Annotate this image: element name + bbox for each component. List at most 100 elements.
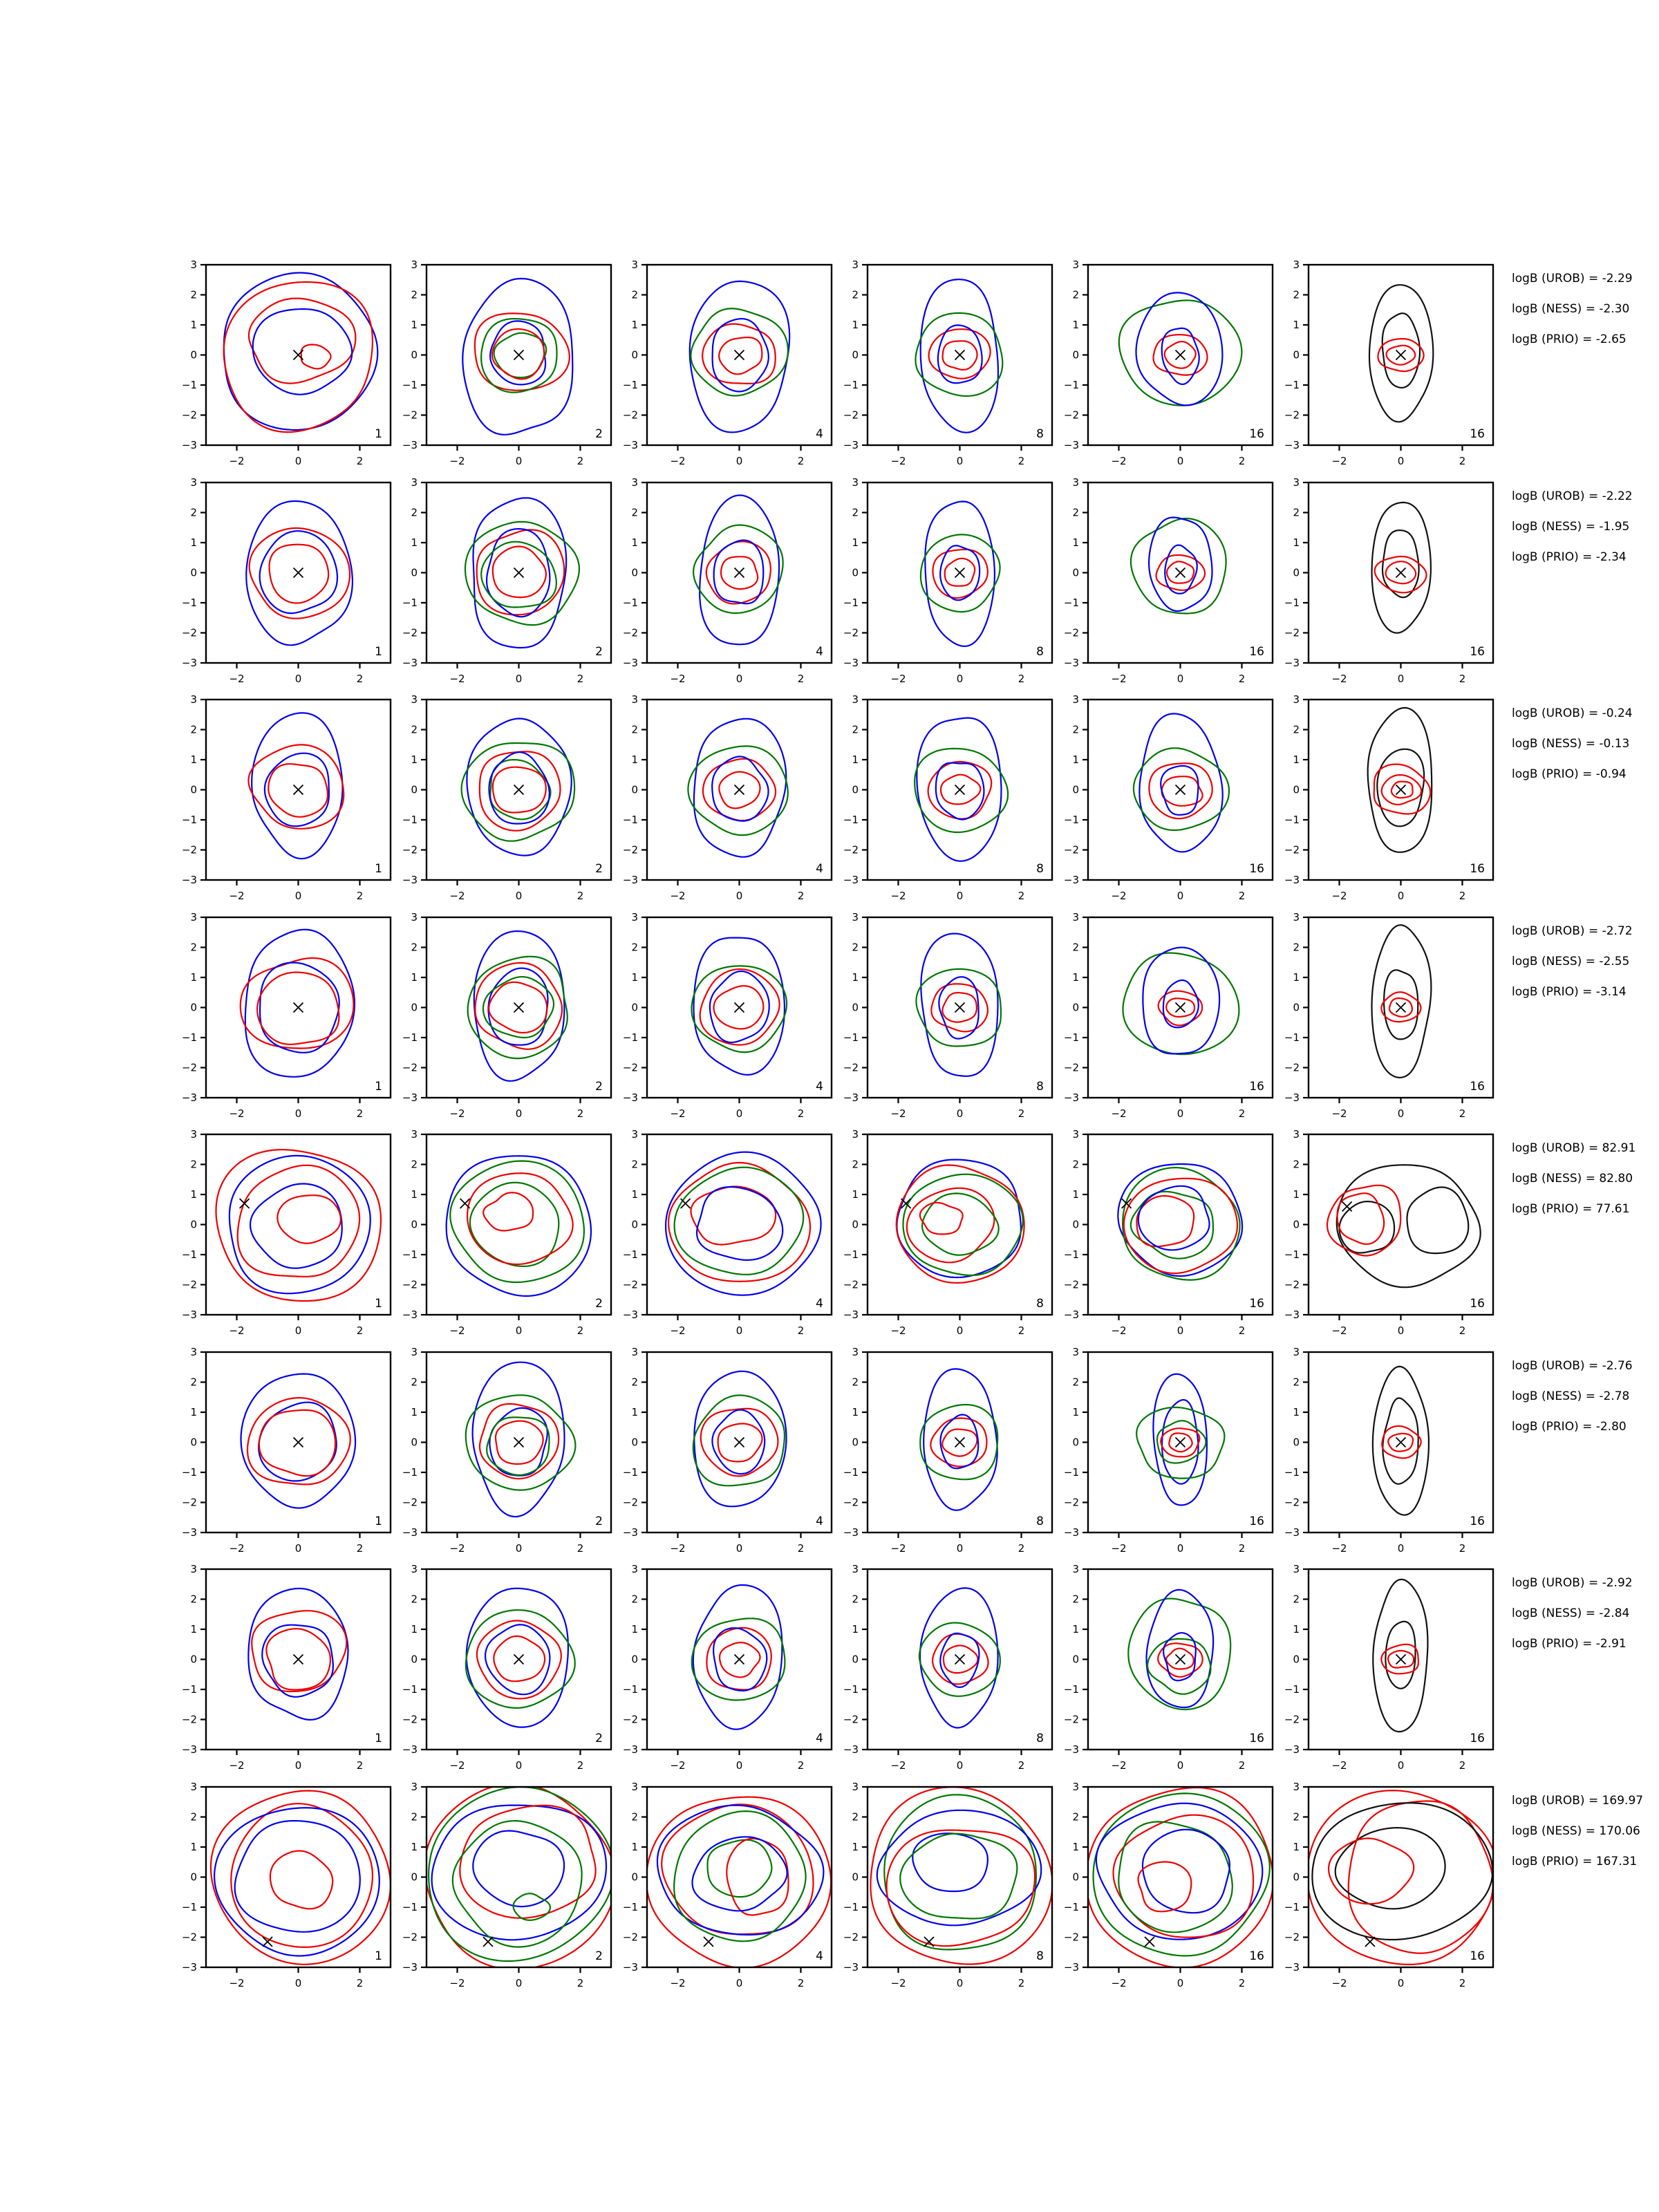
y-tick-label: 3 — [190, 693, 197, 706]
contour-red — [1374, 555, 1427, 594]
contour-red — [474, 312, 570, 391]
y-tick-label: −3 — [182, 874, 197, 886]
y-tick-label: 0 — [852, 1436, 859, 1449]
y-tick-label: 2 — [1293, 507, 1300, 519]
x-tick-label: 0 — [1398, 1107, 1405, 1120]
subplot-corner-label: 16 — [1249, 1080, 1264, 1094]
contour-green — [690, 308, 789, 397]
axes-spine — [1087, 1133, 1274, 1316]
contour-group — [691, 1584, 786, 1730]
contour-black — [1371, 924, 1432, 1078]
y-tick-label: 2 — [1072, 941, 1079, 954]
contour-blue — [1145, 1588, 1215, 1709]
y-tick-label: 3 — [1072, 1781, 1079, 1793]
y-tick-label: −3 — [182, 1309, 197, 1321]
x-tick-label: 2 — [357, 673, 364, 685]
y-tick-label: 3 — [411, 1346, 418, 1358]
contour-red — [870, 1787, 1052, 1965]
y-tick-label: 0 — [190, 784, 197, 796]
y-tick-label: 1 — [411, 1188, 418, 1201]
y-tick-label: 0 — [631, 1871, 638, 1884]
contour-group — [1326, 1164, 1481, 1288]
y-tick-label: 1 — [1293, 536, 1300, 549]
y-tick-label: 3 — [631, 259, 638, 271]
x-tick-label: 0 — [736, 890, 743, 902]
contour-green — [915, 968, 1002, 1047]
y-tick-label: 0 — [1293, 1219, 1300, 1231]
y-tick-label: 1 — [411, 971, 418, 984]
x-tick-label: 2 — [798, 1977, 805, 1989]
y-tick-label: −2 — [1064, 1062, 1079, 1074]
x-tick-label: −2 — [229, 673, 244, 685]
contour-group — [465, 1361, 577, 1518]
x-tick-label: 0 — [1177, 1977, 1184, 1989]
x-tick-label: −2 — [229, 1977, 244, 1989]
subplot-corner-label: 4 — [816, 1080, 823, 1094]
y-tick-label: 2 — [1293, 1811, 1300, 1824]
logb-urob: logB (UROB) = -2.29 — [1512, 272, 1633, 285]
y-tick-label: −2 — [843, 409, 859, 422]
contour-blue — [244, 928, 356, 1078]
x-tick-label: 2 — [577, 455, 584, 467]
contour-red — [300, 344, 332, 370]
x-tick-label: 0 — [516, 1107, 523, 1120]
logb-urob: logB (UROB) = 169.97 — [1512, 1794, 1644, 1808]
x-tick-label: −2 — [1111, 1977, 1126, 1989]
contour-green — [1130, 1190, 1215, 1259]
x-tick-label: 0 — [1398, 1759, 1405, 1772]
subplot-corner-label: 16 — [1249, 1297, 1264, 1311]
x-marker — [1174, 567, 1186, 579]
y-tick-label: 0 — [1072, 567, 1079, 579]
y-tick-label: −3 — [402, 439, 418, 451]
logb-ness: logB (NESS) = 170.06 — [1512, 1824, 1640, 1838]
subplot-corner-label: 16 — [1249, 427, 1264, 441]
contour-black — [1381, 529, 1420, 599]
x-tick-label: 0 — [957, 1542, 964, 1555]
y-tick-label: −3 — [402, 657, 418, 669]
y-tick-label: −1 — [1284, 1466, 1300, 1479]
subplot-corner-label: 1 — [375, 1949, 382, 1963]
y-tick-label: −3 — [843, 439, 859, 451]
y-tick-label: −1 — [1064, 814, 1079, 826]
x-tick-label: 0 — [736, 1759, 743, 1772]
contour-green — [428, 1787, 611, 1962]
y-tick-label: 2 — [852, 724, 859, 736]
y-tick-label: −1 — [182, 1248, 197, 1261]
contour-blue — [876, 1809, 1042, 1927]
contour-group — [215, 1149, 382, 1302]
x-marker — [1395, 784, 1407, 796]
y-tick-label: −1 — [1284, 1683, 1300, 1696]
contour-blue — [228, 1154, 371, 1295]
x-tick-label: 0 — [957, 455, 964, 467]
x-tick-label: −2 — [670, 1759, 685, 1772]
x-tick-label: 2 — [1239, 1324, 1246, 1337]
y-tick-label: −1 — [843, 379, 859, 391]
contour-red — [1385, 344, 1416, 366]
y-tick-label: 2 — [190, 1593, 197, 1606]
y-tick-label: −1 — [1284, 597, 1300, 609]
y-tick-label: −2 — [182, 1931, 197, 1944]
contour-blue — [939, 1632, 980, 1688]
contour-red — [236, 1164, 361, 1277]
y-tick-label: 3 — [852, 911, 859, 924]
subplot-corner-label: 16 — [1249, 862, 1264, 876]
y-tick-label: 0 — [852, 1002, 859, 1014]
x-tick-label: 2 — [798, 1107, 805, 1120]
x-tick-label: −2 — [890, 1542, 906, 1555]
y-tick-label: −2 — [623, 627, 638, 639]
y-tick-label: −3 — [402, 1309, 418, 1321]
y-tick-label: −1 — [1064, 379, 1079, 391]
contour-blue — [214, 1807, 380, 1957]
contour-group — [1367, 706, 1433, 853]
y-tick-label: −2 — [1284, 1497, 1300, 1509]
x-tick-label: 0 — [736, 455, 743, 467]
contour-blue — [466, 718, 572, 856]
contour-green — [449, 1160, 585, 1284]
contour-blue — [713, 539, 765, 605]
contour-group — [915, 279, 1004, 433]
contour-black — [1385, 1620, 1416, 1689]
y-tick-label: 1 — [631, 536, 638, 549]
y-tick-label: 1 — [190, 319, 197, 331]
x-marker — [1174, 349, 1186, 361]
contour-group — [223, 272, 379, 433]
